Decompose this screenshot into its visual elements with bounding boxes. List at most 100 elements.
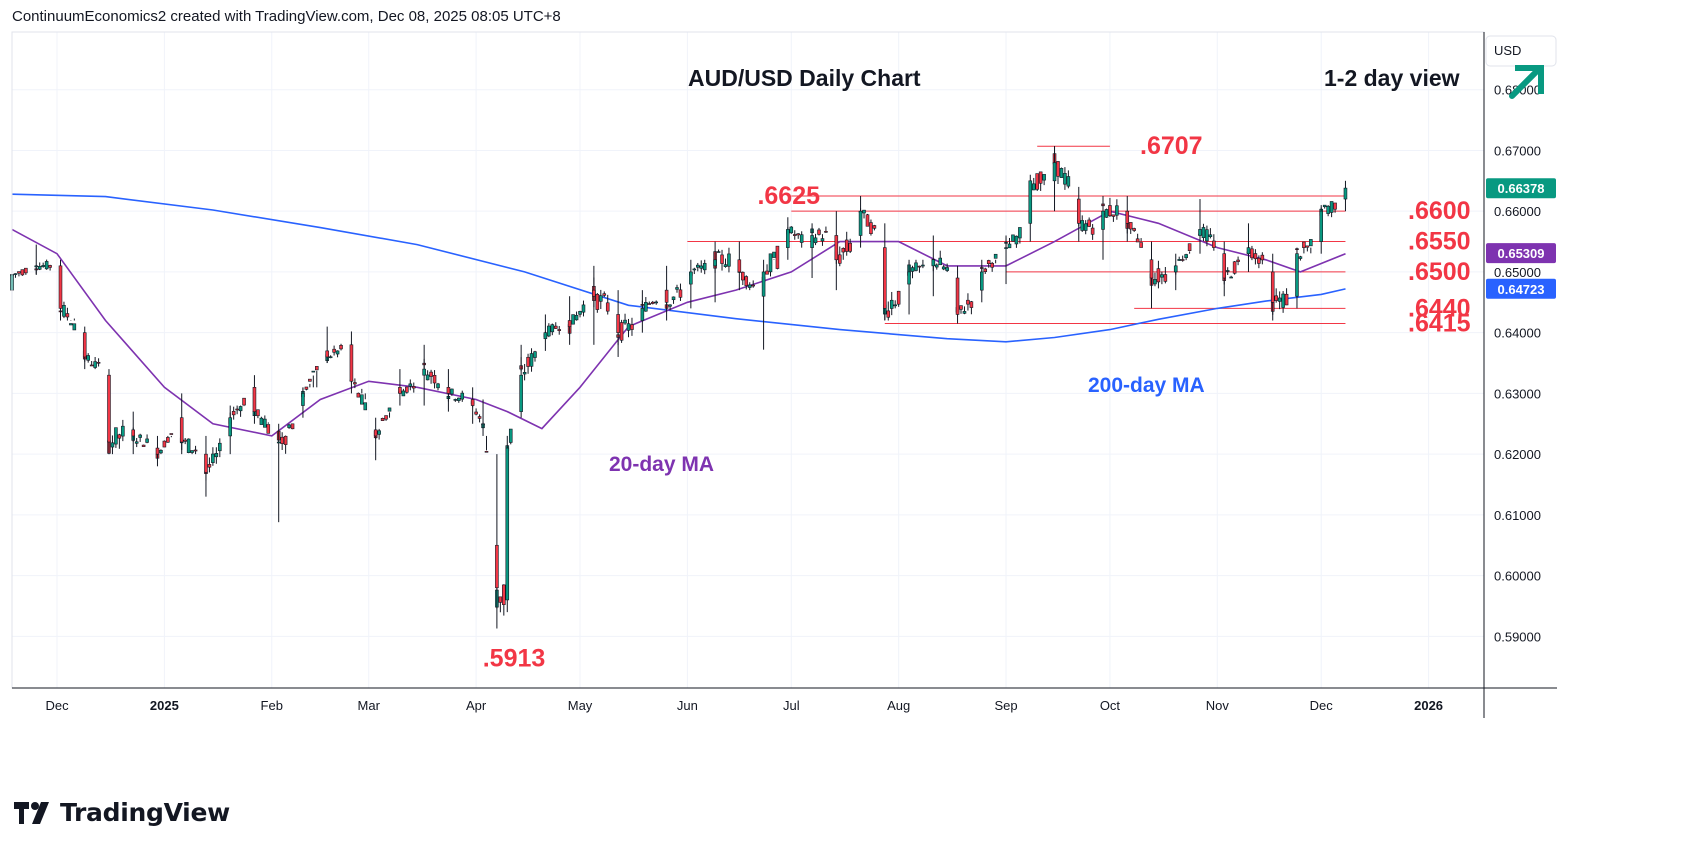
candle-body <box>276 441 281 444</box>
candle-body <box>796 233 800 236</box>
candle-body <box>231 410 236 416</box>
candle-body <box>1056 161 1060 177</box>
candle-body <box>1236 259 1240 262</box>
candle-body <box>62 305 66 317</box>
candle-body <box>1156 268 1161 283</box>
candle-body <box>339 345 343 350</box>
candle-body <box>959 305 963 310</box>
candle-body <box>1222 253 1227 279</box>
candle-body <box>211 453 215 463</box>
candle-body <box>1153 279 1157 285</box>
candle-body <box>308 378 312 382</box>
candle-body <box>841 248 846 253</box>
candle-body <box>162 440 167 448</box>
candle-body <box>37 266 42 270</box>
candle-body <box>58 265 63 309</box>
x-tick-label: Dec <box>45 698 69 713</box>
tradingview-logo[interactable]: TradingView <box>14 798 230 827</box>
candle-body <box>69 323 73 326</box>
y-tick-label: 0.61000 <box>1494 508 1541 523</box>
candle-body <box>86 355 90 361</box>
candle-body <box>605 302 610 312</box>
candle-body <box>1270 271 1275 303</box>
candle-body <box>938 257 942 266</box>
candle-body <box>315 366 319 371</box>
candle-body <box>20 269 25 276</box>
candle-body <box>630 324 634 330</box>
candle-body <box>332 348 336 353</box>
arrow-up-right-icon <box>1509 65 1544 99</box>
x-tick-label: Sep <box>994 698 1017 713</box>
candle-body <box>1052 162 1057 182</box>
candle-body <box>242 397 246 406</box>
level-label-low: .5913 <box>483 644 546 672</box>
candle-body <box>917 265 922 268</box>
candle-body <box>474 411 478 415</box>
candle-body <box>450 388 454 395</box>
ma200-series <box>11 193 1346 343</box>
candle-body <box>228 417 232 437</box>
currency-label: USD <box>1494 43 1521 58</box>
candle-body <box>792 234 797 236</box>
candle-body <box>824 231 828 233</box>
price-badge-label: 0.65309 <box>1498 246 1545 261</box>
candle-body <box>844 239 849 252</box>
candle-body <box>1281 293 1285 308</box>
candle-body <box>533 351 537 358</box>
candle-body <box>813 237 818 244</box>
candle-body <box>335 350 340 355</box>
candle-body <box>1260 254 1265 261</box>
y-tick-label: 0.64000 <box>1494 326 1541 341</box>
candle-body <box>398 387 402 394</box>
candle-body <box>41 265 45 267</box>
candle-body <box>921 264 925 267</box>
candle-body <box>872 225 877 229</box>
candle-body <box>1125 210 1130 224</box>
candle-body <box>193 449 198 452</box>
candle-body <box>786 229 790 248</box>
candle-body <box>301 393 305 406</box>
price-badge <box>1486 243 1556 264</box>
candle-body <box>1257 257 1261 264</box>
candle-body <box>1201 227 1206 238</box>
candle-body <box>287 424 291 428</box>
candle-body <box>252 387 257 412</box>
y-tick-label: 0.62000 <box>1494 447 1541 462</box>
arrow-head <box>1515 65 1544 94</box>
candle-body <box>470 399 475 406</box>
candle-body <box>640 308 645 321</box>
candle-body <box>89 364 94 367</box>
candle-body <box>1177 259 1181 261</box>
ma20-label: 20-day MA <box>609 453 714 476</box>
candle-body <box>1302 241 1306 248</box>
ma20-series <box>11 210 1346 437</box>
candle-body <box>96 361 101 364</box>
candle-body <box>405 386 409 393</box>
candle-body <box>134 441 139 444</box>
candle-body <box>17 271 21 274</box>
ma200-label: 200-day MA <box>1088 374 1205 397</box>
candles <box>10 146 1348 629</box>
candle-body <box>1066 176 1071 187</box>
candle-body <box>93 361 97 368</box>
candle-body <box>1187 243 1192 251</box>
candle-body <box>529 353 534 367</box>
candle-body <box>678 289 683 298</box>
level-label: .6600 <box>1408 197 1471 225</box>
candle-body <box>1274 295 1278 301</box>
candle-body <box>1232 261 1237 274</box>
candle-body <box>235 408 239 411</box>
candle-body <box>747 284 752 288</box>
candle-body <box>571 314 575 325</box>
candle-body <box>1104 209 1109 218</box>
candle-body <box>1277 297 1282 302</box>
candle-body <box>962 311 967 314</box>
grid <box>12 32 1484 688</box>
candle-body <box>699 265 704 269</box>
candle-body <box>980 271 984 291</box>
candle-body <box>910 267 915 272</box>
candle-body <box>883 247 887 309</box>
candle-body <box>311 370 316 373</box>
candle-body <box>602 293 607 296</box>
candle-body <box>1059 168 1064 178</box>
